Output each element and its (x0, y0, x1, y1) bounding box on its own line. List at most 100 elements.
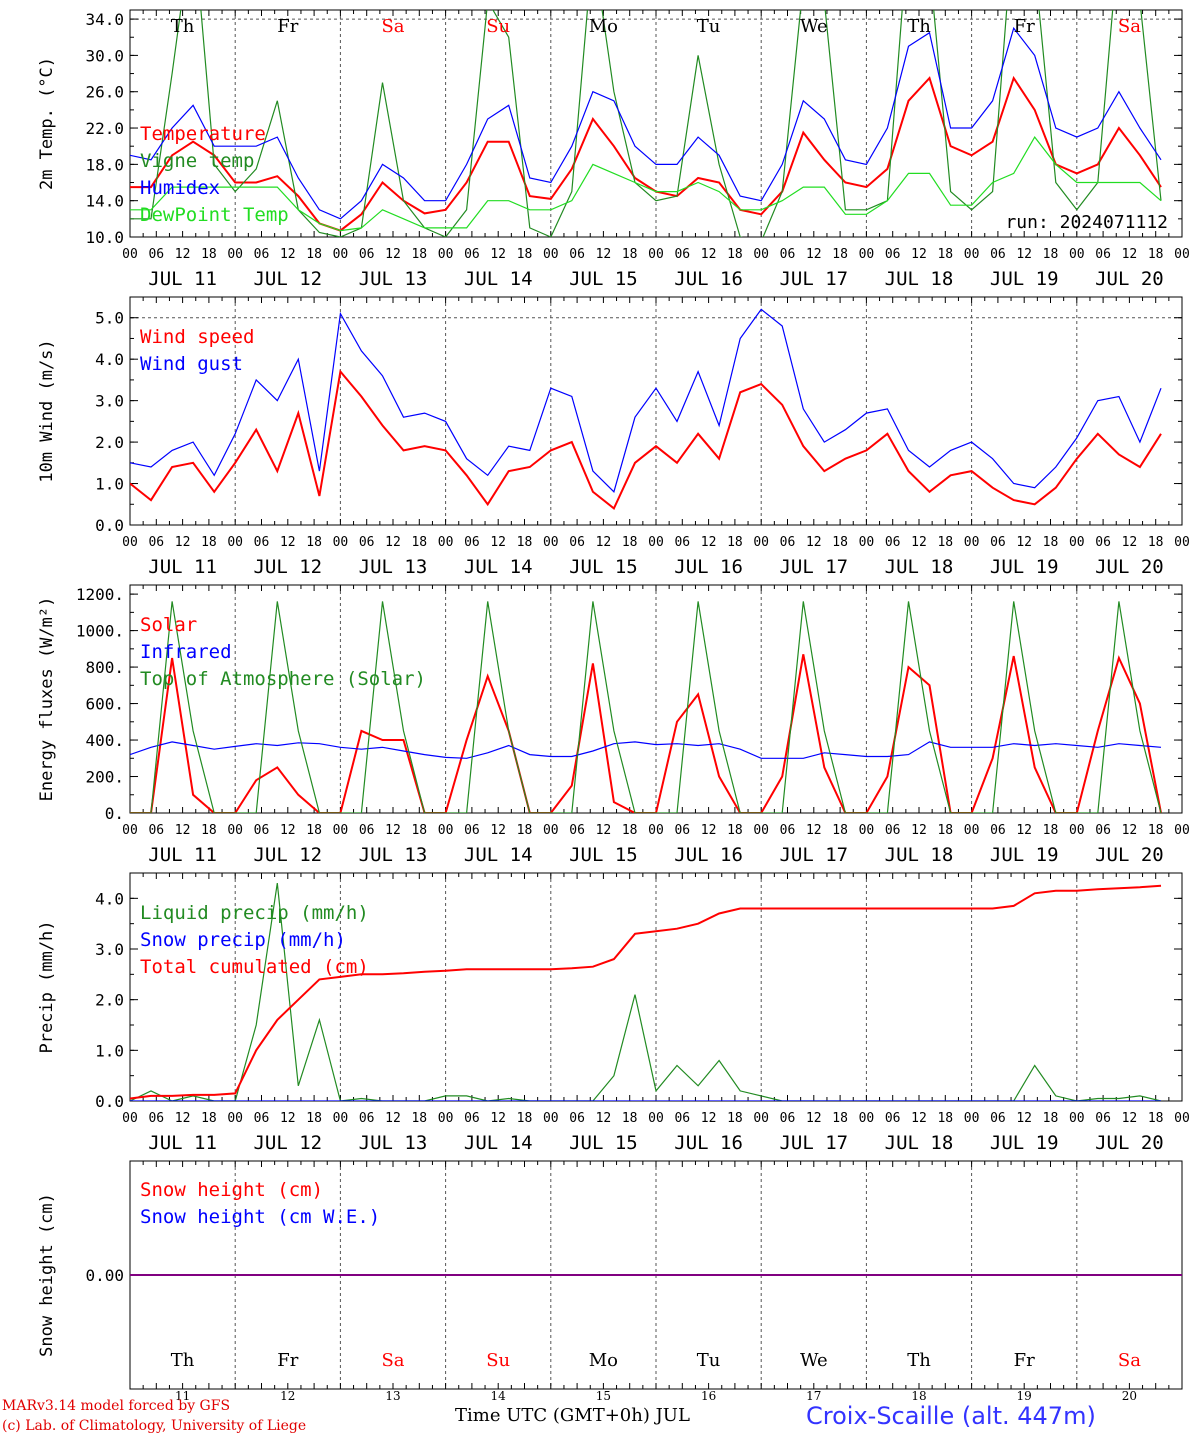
y-tick-label: 0.00 (85, 1266, 124, 1285)
series-line-infrared (130, 741, 1162, 759)
y-tick-label: 22.0 (85, 119, 124, 138)
legend-entry: Wind gust (140, 353, 243, 375)
x-hour-label: 12 (175, 1111, 191, 1126)
x-hour-label: 06 (780, 535, 796, 550)
x-hour-label: 18 (1148, 823, 1164, 838)
x-hour-label: 00 (859, 823, 875, 838)
x-hour-label: 06 (885, 1111, 901, 1126)
x-hour-label: 12 (911, 247, 927, 262)
series-line-total-cumulated-cm- (130, 884, 1162, 1100)
day-number-label: 15 (596, 1389, 611, 1403)
x-hour-label: 18 (201, 1111, 217, 1126)
x-hour-label: 06 (148, 535, 164, 550)
x-hour-label: 00 (543, 823, 559, 838)
x-date-label: JUL 14 (464, 556, 533, 578)
x-date-label: JUL 20 (1095, 556, 1164, 578)
x-hour-label: 06 (990, 247, 1006, 262)
legend-entry: Infrared (140, 641, 232, 663)
y-tick-label: 3.0 (95, 940, 124, 959)
y-tick-label: 1.0 (95, 475, 124, 494)
x-hour-label: 12 (911, 823, 927, 838)
x-hour-label: 12 (806, 247, 822, 262)
x-date-label: JUL 17 (779, 1132, 848, 1154)
x-hour-label: 12 (701, 247, 717, 262)
x-hour-label: 00 (1069, 247, 1085, 262)
legend-entry: DewPoint Temp (140, 204, 289, 226)
weekday-label: Th (171, 16, 195, 37)
x-hour-label: 18 (832, 823, 848, 838)
x-hour-label: 12 (701, 1111, 717, 1126)
x-date-label: JUL 14 (464, 268, 533, 290)
x-hour-label: 06 (1095, 1111, 1111, 1126)
legend-entry: Vigne temp (140, 150, 254, 172)
x-date-label: JUL 15 (569, 268, 638, 290)
panel-2: 0.0 1.0 2.0 3.0 4.0 5.0 10m Wind (m/s) Wind spe… (37, 296, 1190, 578)
x-hour-label: 00 (964, 823, 980, 838)
x-hour-label: 12 (175, 823, 191, 838)
x-date-label: JUL 11 (148, 268, 217, 290)
weekday-label: Th (907, 16, 931, 37)
x-hour-label: 18 (727, 1111, 743, 1126)
series-line-top-of-atmosphere-solar- (130, 601, 1162, 813)
series-line-humidex (130, 26, 1162, 220)
y-tick-label: 3.0 (95, 392, 124, 411)
x-hour-label: 06 (674, 1111, 690, 1126)
x-hour-label: 06 (359, 823, 375, 838)
y-tick-label: 200. (85, 768, 124, 787)
x-date-label: JUL 20 (1095, 1132, 1164, 1154)
x-date-label: JUL 20 (1095, 844, 1164, 866)
y-tick-label: 0. (105, 804, 124, 823)
x-hour-label: 06 (148, 823, 164, 838)
x-hour-label: 06 (990, 535, 1006, 550)
day-number-label: 11 (175, 1389, 190, 1403)
x-hour-label: 12 (596, 247, 612, 262)
day-number-label: 19 (1017, 1389, 1032, 1403)
x-hour-label: 00 (753, 535, 769, 550)
x-hour-label: 18 (517, 1111, 533, 1126)
x-date-label: JUL 13 (359, 556, 428, 578)
x-hour-label: 18 (1043, 535, 1059, 550)
x-hour-label: 00 (753, 823, 769, 838)
x-hour-label: 00 (543, 535, 559, 550)
x-hour-label: 18 (937, 247, 953, 262)
x-hour-label: 06 (464, 535, 480, 550)
x-date-label: JUL 14 (464, 844, 533, 866)
x-hour-label: 06 (359, 1111, 375, 1126)
x-hour-label: 00 (1069, 1111, 1085, 1126)
x-date-label: JUL 13 (359, 844, 428, 866)
x-hour-label: 12 (175, 247, 191, 262)
x-date-label: JUL 19 (990, 844, 1059, 866)
panel-1: 10.0 14.0 18.0 22.0 26.0 30.0 34.0 2m Temp. (°C… (37, 9, 1190, 290)
x-hour-label: 06 (674, 535, 690, 550)
weekday-label: Sa (1118, 1350, 1141, 1371)
y-axis-title: 10m Wind (m/s) (37, 339, 57, 482)
legend-entry: Snow precip (mm/h) (140, 929, 346, 951)
x-hour-label: 12 (806, 535, 822, 550)
x-hour-label: 18 (201, 535, 217, 550)
x-hour-label: 00 (333, 823, 349, 838)
x-hour-label: 06 (780, 823, 796, 838)
x-hour-label: 00 (333, 1111, 349, 1126)
y-axis-title: 2m Temp. (°C) (37, 57, 57, 190)
x-hour-label: 12 (1016, 823, 1032, 838)
y-tick-label: 10.0 (85, 228, 124, 247)
series-group (130, 308, 1162, 510)
x-hour-label: 18 (201, 247, 217, 262)
legend-entry: Top of Atmosphere (Solar) (140, 668, 426, 690)
x-hour-label: 12 (280, 247, 296, 262)
x-date-label: JUL 12 (253, 556, 322, 578)
x-hour-label: 00 (1174, 535, 1190, 550)
weekday-label: We (800, 1350, 828, 1371)
x-hour-label: 18 (727, 247, 743, 262)
x-hour-label: 06 (1095, 535, 1111, 550)
series-line-solar (130, 654, 1162, 813)
x-date-label: JUL 12 (253, 1132, 322, 1154)
weekday-label: Th (171, 1350, 195, 1371)
x-hour-label: 06 (780, 1111, 796, 1126)
x-hour-label: 18 (1148, 1111, 1164, 1126)
x-hour-label: 06 (990, 823, 1006, 838)
x-hour-label: 00 (333, 535, 349, 550)
x-hour-label: 18 (832, 1111, 848, 1126)
x-hour-label: 12 (701, 535, 717, 550)
x-date-label: JUL 16 (674, 268, 743, 290)
